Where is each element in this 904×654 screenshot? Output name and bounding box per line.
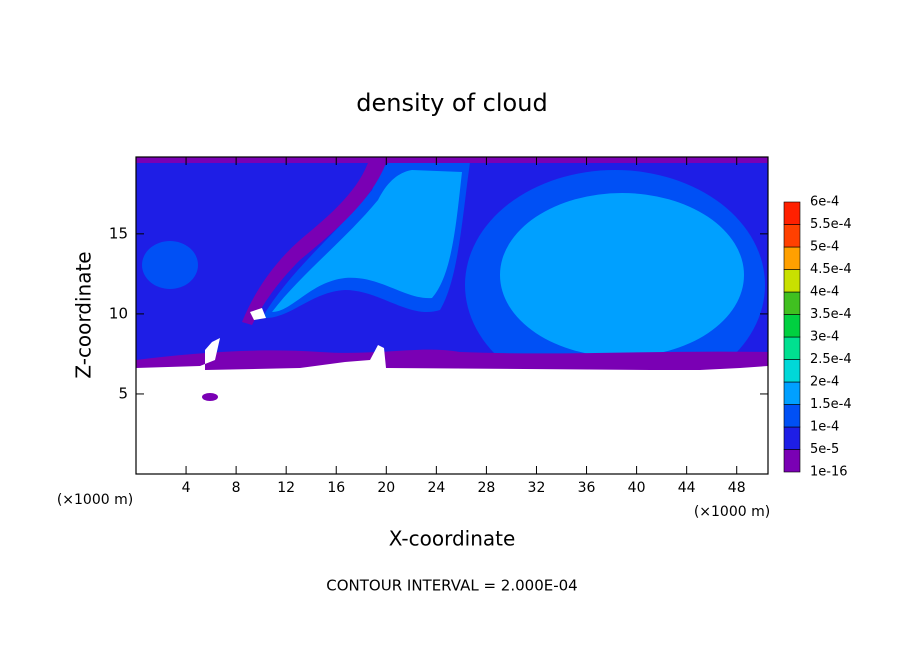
- y-tick-label: 10: [109, 304, 128, 322]
- colorbar-box: [783, 314, 801, 338]
- y-unit-label: (×1000 m): [57, 492, 133, 508]
- x-unit-label: (×1000 m): [694, 504, 770, 520]
- colorbar-box: [783, 359, 801, 383]
- x-tick-label: 32: [528, 480, 546, 496]
- contour-region: [500, 193, 744, 357]
- y-tick-label: 15: [109, 224, 128, 242]
- colorbar-box: [783, 381, 801, 405]
- colorbar-label: 1e-4: [810, 420, 839, 435]
- colorbar-box: [783, 201, 801, 225]
- contour-region: [136, 349, 768, 372]
- colorbar-label: 3.5e-4: [810, 307, 852, 322]
- contour-region: [272, 170, 462, 312]
- x-tick-label: 8: [232, 480, 241, 496]
- contour-region: [142, 241, 198, 289]
- annotation: CONTOUR INTERVAL = 2.000E-04: [326, 577, 577, 595]
- x-tick-label: 36: [578, 480, 596, 496]
- x-tick-label: 12: [277, 480, 295, 496]
- x-tick-label: 20: [377, 480, 395, 496]
- contour-region: [202, 393, 218, 401]
- x-tick-label: 4: [182, 480, 191, 496]
- x-tick-label: 44: [678, 480, 696, 496]
- x-tick-label: 48: [728, 480, 746, 496]
- colorbar-box: [783, 426, 801, 450]
- colorbar-box: [783, 336, 801, 360]
- colorbar-box: [783, 224, 801, 248]
- colorbar-label: 1.5e-4: [810, 397, 852, 412]
- x-tick-label: 16: [327, 480, 345, 496]
- colorbar-label: 5e-5: [810, 442, 839, 457]
- colorbar-label: 6e-4: [810, 195, 839, 210]
- contour-region: [242, 157, 388, 325]
- colorbar-box: [783, 246, 801, 270]
- colorbar-label: 5.5e-4: [810, 217, 852, 232]
- colorbar-box: [783, 449, 801, 473]
- plot-frame: [135, 156, 769, 475]
- x-axis-title: X-coordinate: [389, 527, 516, 551]
- y-tick-label: 5: [118, 384, 128, 402]
- chart-title: density of cloud: [356, 89, 547, 117]
- colorbar-label: 2.5e-4: [810, 352, 852, 367]
- colorbar-label: 1e-16: [810, 465, 848, 480]
- colorbar-label: 5e-4: [810, 240, 839, 255]
- colorbar-box: [783, 291, 801, 315]
- x-tick-label: 28: [478, 480, 496, 496]
- colorbar-box: [783, 404, 801, 428]
- y-axis-title: Z-coordinate: [72, 251, 96, 378]
- colorbar-label: 3e-4: [810, 330, 839, 345]
- x-tick-label: 40: [628, 480, 646, 496]
- colorbar-box: [783, 269, 801, 293]
- empty-region: [250, 308, 266, 320]
- colorbar-label: 4e-4: [810, 285, 839, 300]
- empty-region: [136, 338, 768, 474]
- colorbar-label: 2e-4: [810, 375, 839, 390]
- colorbar-label: 4.5e-4: [810, 262, 852, 277]
- contour-region: [136, 157, 768, 163]
- contour-field: [136, 157, 768, 474]
- x-tick-label: 24: [427, 480, 445, 496]
